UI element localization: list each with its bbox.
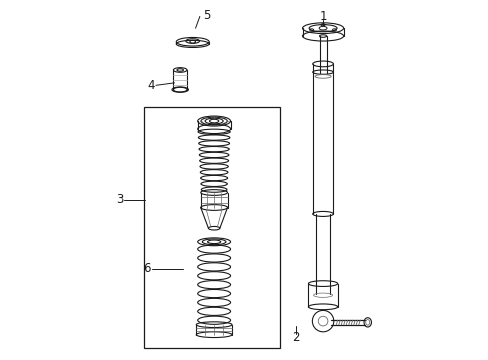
Text: 6: 6 bbox=[143, 262, 151, 275]
Text: 2: 2 bbox=[292, 331, 300, 344]
Text: 1: 1 bbox=[319, 10, 326, 23]
Text: 3: 3 bbox=[116, 193, 123, 206]
Bar bbox=[144, 107, 280, 348]
Text: 4: 4 bbox=[147, 79, 154, 92]
Text: 5: 5 bbox=[203, 9, 210, 22]
